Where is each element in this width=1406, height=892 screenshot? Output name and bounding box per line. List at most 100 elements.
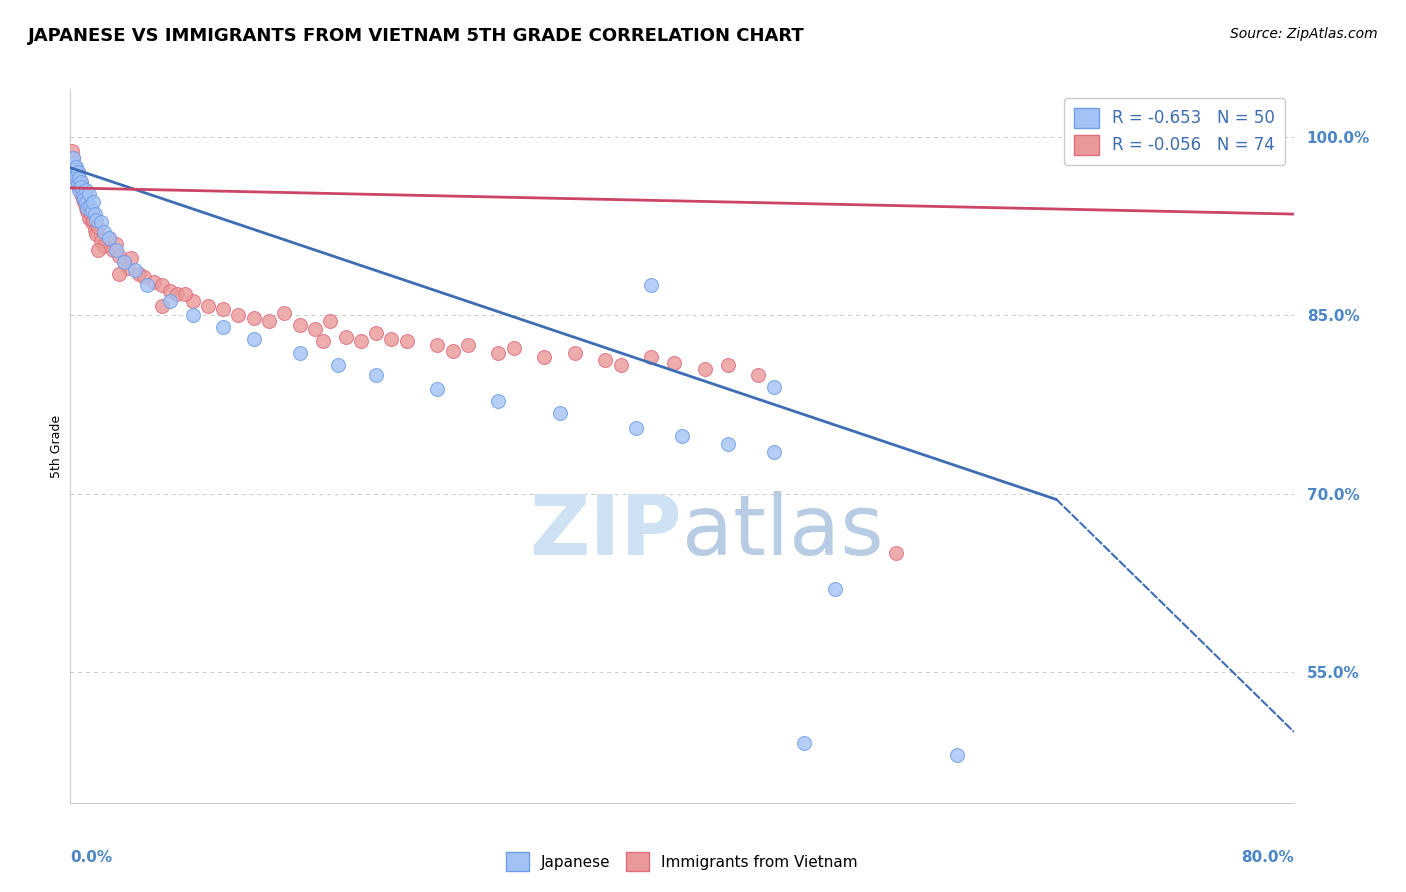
- Legend: Japanese, Immigrants from Vietnam: Japanese, Immigrants from Vietnam: [501, 847, 863, 877]
- Point: [84, 213, 107, 227]
- Point: [90, 235, 112, 249]
- Point: [70, 175, 93, 189]
- Point: [105, 236, 128, 251]
- Point: [66, 178, 89, 192]
- Point: [97, 231, 120, 245]
- Point: [228, 308, 250, 322]
- Point: [395, 334, 418, 349]
- Point: [112, 254, 135, 268]
- Point: [124, 263, 146, 277]
- Point: [717, 358, 740, 372]
- Point: [311, 334, 333, 349]
- Point: [426, 382, 449, 396]
- Point: [65, 168, 87, 182]
- Point: [87, 243, 110, 257]
- Point: [273, 306, 295, 320]
- Point: [640, 278, 662, 293]
- Point: [488, 346, 510, 360]
- Point: [212, 320, 235, 334]
- Point: [63, 171, 86, 186]
- Point: [533, 350, 555, 364]
- Point: [243, 310, 266, 325]
- Point: [243, 332, 266, 346]
- Point: [117, 260, 139, 275]
- Point: [63, 160, 86, 174]
- Point: [60, 144, 83, 158]
- Point: [747, 368, 769, 382]
- Point: [762, 379, 785, 393]
- Point: [257, 314, 280, 328]
- Point: [135, 278, 157, 293]
- Point: [80, 203, 103, 218]
- Point: [82, 195, 104, 210]
- Text: JAPANESE VS IMMIGRANTS FROM VIETNAM 5TH GRADE CORRELATION CHART: JAPANESE VS IMMIGRANTS FROM VIETNAM 5TH …: [28, 27, 804, 45]
- Point: [84, 227, 107, 242]
- Point: [73, 192, 96, 206]
- Point: [197, 299, 219, 313]
- Point: [101, 243, 124, 257]
- Point: [132, 270, 155, 285]
- Point: [65, 163, 87, 178]
- Text: Source: ZipAtlas.com: Source: ZipAtlas.com: [1230, 27, 1378, 41]
- Point: [457, 338, 479, 352]
- Y-axis label: 5th Grade: 5th Grade: [51, 415, 63, 477]
- Point: [150, 299, 173, 313]
- Point: [1175, 132, 1198, 146]
- Point: [946, 748, 969, 763]
- Point: [304, 322, 326, 336]
- Point: [62, 151, 84, 165]
- Point: [105, 243, 128, 257]
- Point: [181, 293, 204, 308]
- Point: [174, 286, 197, 301]
- Point: [366, 326, 388, 340]
- Point: [83, 222, 105, 236]
- Point: [693, 361, 716, 376]
- Point: [75, 183, 97, 197]
- Point: [75, 189, 97, 203]
- Point: [76, 203, 98, 218]
- Point: [63, 163, 86, 178]
- Point: [70, 179, 93, 194]
- Point: [108, 249, 131, 263]
- Point: [93, 225, 115, 239]
- Point: [66, 165, 89, 179]
- Point: [664, 356, 686, 370]
- Point: [502, 342, 524, 356]
- Point: [159, 285, 181, 299]
- Point: [97, 231, 120, 245]
- Point: [128, 267, 150, 281]
- Point: [65, 160, 87, 174]
- Point: [564, 346, 586, 360]
- Point: [441, 343, 464, 358]
- Text: 0.0%: 0.0%: [70, 850, 112, 865]
- Text: ZIP: ZIP: [530, 491, 682, 572]
- Point: [75, 195, 97, 210]
- Point: [159, 293, 181, 308]
- Point: [319, 314, 342, 328]
- Point: [87, 220, 110, 235]
- Text: 80.0%: 80.0%: [1240, 850, 1294, 865]
- Point: [288, 318, 311, 332]
- Point: [426, 338, 449, 352]
- Text: atlas: atlas: [682, 491, 883, 572]
- Point: [108, 267, 131, 281]
- Point: [610, 358, 633, 372]
- Point: [80, 215, 103, 229]
- Point: [70, 186, 93, 201]
- Point: [82, 213, 104, 227]
- Point: [79, 206, 101, 220]
- Point: [90, 215, 112, 229]
- Point: [640, 350, 662, 364]
- Point: [143, 275, 166, 289]
- Point: [793, 736, 815, 750]
- Point: [350, 334, 373, 349]
- Point: [72, 182, 94, 196]
- Point: [624, 421, 647, 435]
- Point: [63, 168, 86, 182]
- Point: [72, 189, 94, 203]
- Point: [77, 186, 100, 201]
- Point: [548, 406, 571, 420]
- Point: [83, 207, 105, 221]
- Point: [288, 346, 311, 360]
- Point: [66, 178, 89, 192]
